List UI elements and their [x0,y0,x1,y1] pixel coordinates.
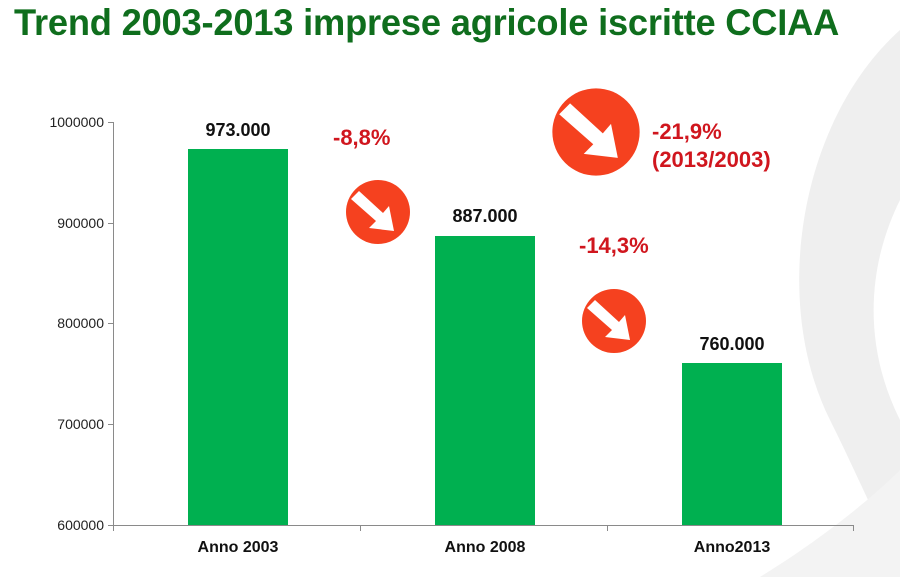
change-total-label: -21,9% [652,119,722,144]
bar-value-label: 760.000 [699,334,765,354]
x-tick-mark [360,525,361,531]
bar-anno-2003 [188,149,288,525]
x-tick-label: Anno 2003 [197,539,279,556]
y-axis-line [113,122,114,526]
x-tick-label: Anno 2008 [444,539,526,556]
x-tick-label: Anno2013 [693,539,771,556]
chart-title: Trend 2003-2013 imprese agricole iscritt… [14,2,840,43]
y-tick-label: 900000 [57,215,104,231]
y-tick-label: 600000 [57,517,104,533]
y-tick-mark [108,424,113,425]
x-tick-mark [607,525,608,531]
bar-value-label: 887.000 [452,206,518,226]
down-right-arrow-icon [582,289,646,353]
bar-anno-2008 [435,236,535,525]
y-tick-mark [108,223,113,224]
y-tick-mark [108,323,113,324]
y-tick-mark [108,122,113,123]
x-tick-mark [853,525,854,531]
bar-value-label: 973.000 [205,120,271,140]
down-right-arrow-icon [552,88,640,176]
y-tick-label: 800000 [57,315,104,331]
change-2008-2013-label: -14,3% [579,233,649,258]
bar-anno-2013 [682,363,782,525]
y-tick-label: 1000000 [49,114,104,130]
change-2003-2008-label: -8,8% [333,125,391,150]
x-tick-mark [113,525,114,531]
y-tick-label: 700000 [57,416,104,432]
change-total-period-label: (2013/2003) [652,147,771,172]
x-axis-line [113,525,854,526]
down-right-arrow-icon [346,180,410,244]
y-tick-mark [108,525,113,526]
